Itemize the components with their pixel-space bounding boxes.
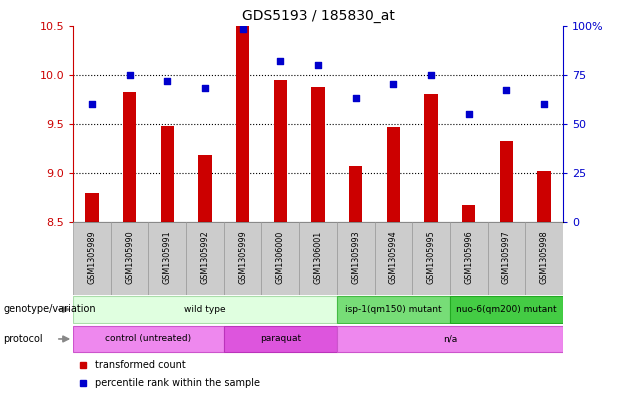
Bar [299,222,337,295]
Text: transformed count: transformed count [95,360,186,370]
Text: control (untreated): control (untreated) [106,334,191,343]
Point [87,101,97,107]
Text: GSM1306001: GSM1306001 [314,230,322,284]
Bar [123,92,136,222]
Text: GSM1305993: GSM1305993 [351,230,360,284]
Bar [500,141,513,222]
Bar [488,222,525,295]
Bar [224,222,261,295]
Point [238,26,248,33]
Text: protocol: protocol [3,334,43,344]
Bar [236,26,249,222]
Bar [85,193,99,222]
Bar [462,205,475,222]
Bar [387,127,400,222]
Text: GSM1306000: GSM1306000 [276,230,285,284]
Bar [224,326,337,352]
Bar [337,222,375,295]
Title: GDS5193 / 185830_at: GDS5193 / 185830_at [242,9,394,23]
Text: isp-1(qm150) mutant: isp-1(qm150) mutant [345,305,441,314]
Bar [273,79,287,222]
Text: GSM1305989: GSM1305989 [88,230,97,284]
Bar [198,155,212,222]
Text: GSM1305991: GSM1305991 [163,230,172,284]
Point [200,85,210,92]
Text: paraquat: paraquat [259,334,301,343]
Bar [537,171,551,222]
Point [464,111,474,117]
Bar [450,296,563,323]
Bar [73,296,337,323]
Bar [337,326,563,352]
Bar [349,166,363,222]
Point [426,72,436,78]
Bar [424,94,438,222]
Text: genotype/variation: genotype/variation [3,305,96,314]
Bar [261,222,299,295]
Bar [186,222,224,295]
Bar [73,222,111,295]
Text: GSM1305992: GSM1305992 [200,230,209,284]
Text: GSM1305996: GSM1305996 [464,230,473,284]
Text: wild type: wild type [184,305,226,314]
Text: GSM1305999: GSM1305999 [238,230,247,284]
Bar [73,326,224,352]
Bar [525,222,563,295]
Bar [450,222,488,295]
Bar [412,222,450,295]
Point [501,87,511,94]
Text: nuo-6(qm200) mutant: nuo-6(qm200) mutant [456,305,556,314]
Text: n/a: n/a [443,334,457,343]
Point [350,95,361,101]
Text: GSM1305998: GSM1305998 [539,230,548,284]
Point [162,77,172,84]
Bar [161,126,174,222]
Point [388,81,398,88]
Bar [312,87,324,222]
Text: GSM1305994: GSM1305994 [389,230,398,284]
Bar [375,222,412,295]
Text: GSM1305997: GSM1305997 [502,230,511,284]
Text: GSM1305990: GSM1305990 [125,230,134,284]
Text: GSM1305995: GSM1305995 [427,230,436,284]
Point [125,72,135,78]
Text: percentile rank within the sample: percentile rank within the sample [95,378,260,388]
Bar [111,222,148,295]
Bar [337,296,450,323]
Point [275,58,286,64]
Bar [148,222,186,295]
Point [313,62,323,68]
Point [539,101,549,107]
